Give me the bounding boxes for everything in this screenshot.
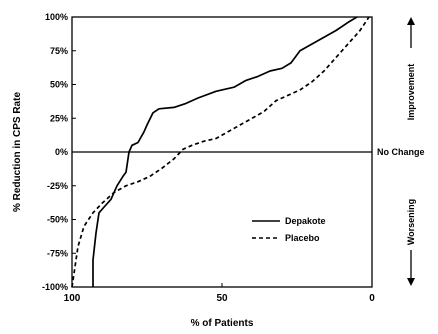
- y-tick-label: 50%: [50, 80, 68, 90]
- worsening-arrow-head-icon: [407, 278, 415, 286]
- series-line-placebo: [71, 16, 370, 288]
- worsening-annotation: Worsening: [406, 199, 416, 286]
- legend: Depakote Placebo: [252, 216, 326, 243]
- x-tick-label: 0: [369, 293, 375, 304]
- no-change-label: No Change: [377, 147, 425, 157]
- improvement-label: Improvement: [406, 64, 416, 121]
- axis-ticks: 100% 75% 50% 25% 0% -25% -50% -75% -100%100 50 0: [42, 12, 375, 304]
- y-tick-label: -25%: [47, 181, 68, 191]
- improvement-annotation: Improvement: [406, 17, 416, 120]
- y-tick-label: -75%: [47, 248, 68, 258]
- series-lines: [71, 16, 370, 288]
- x-axis-label: % of Patients: [191, 318, 254, 329]
- series-line-depakote: [92, 16, 358, 287]
- y-tick-label: -100%: [42, 282, 68, 292]
- y-tick-label: 0%: [55, 147, 68, 157]
- legend-label-depakote: Depakote: [285, 216, 326, 226]
- legend-label-placebo: Placebo: [285, 233, 320, 243]
- y-tick-label: 75%: [50, 46, 68, 56]
- y-tick-label: -50%: [47, 215, 68, 225]
- x-tick-label: 50: [216, 293, 228, 304]
- y-tick-label: 100%: [45, 12, 68, 22]
- y-tick-label: 25%: [50, 113, 68, 123]
- worsening-label: Worsening: [406, 199, 416, 245]
- y-axis-label: % Reduction in CPS Rate: [12, 92, 23, 212]
- improvement-arrow-head-icon: [407, 17, 415, 25]
- x-tick-label: 100: [64, 293, 81, 304]
